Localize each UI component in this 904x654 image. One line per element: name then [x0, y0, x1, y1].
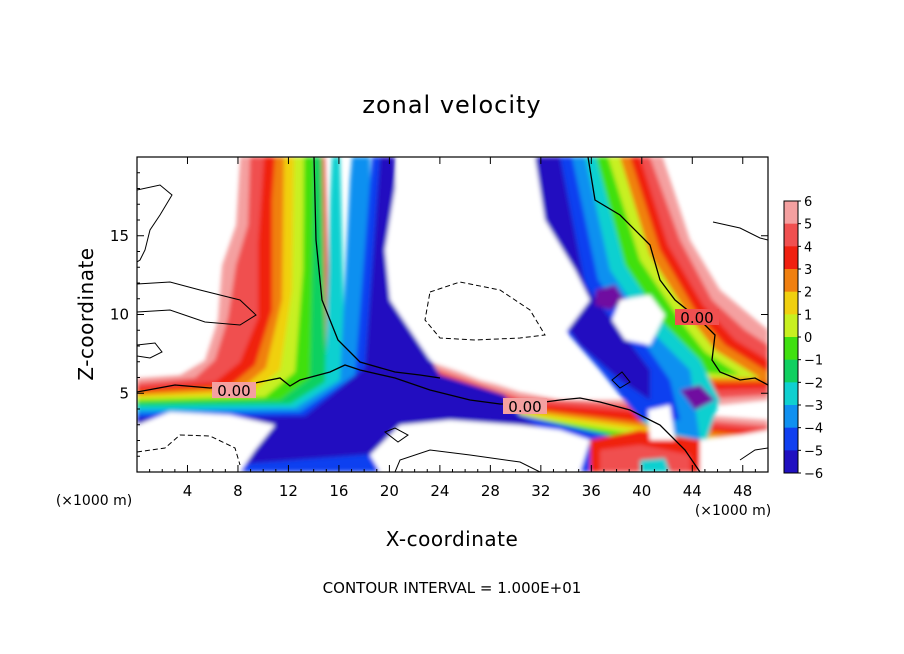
colorbar-label: −4: [804, 422, 823, 437]
contour-line: [611, 371, 631, 389]
negative-contour: [137, 434, 241, 466]
x-tick-label: 4: [183, 482, 193, 500]
contour-labels: 0.00 0.00 0.00: [212, 309, 719, 416]
field-blank: [700, 430, 768, 472]
contour-line: [383, 427, 409, 443]
field-blank: [663, 157, 768, 325]
contour-label-bg: [675, 309, 719, 325]
field-region: [640, 458, 670, 472]
colorbar-swatch: [784, 246, 798, 270]
colorbar-label: 6: [804, 195, 812, 210]
y-axis-ticks: 5 10 15: [110, 172, 768, 457]
contour-label: 0.00: [680, 309, 713, 327]
field-region: [595, 285, 625, 310]
y-tick-label: 15: [110, 227, 129, 245]
colorbar-label: 3: [804, 263, 812, 278]
field-blank: [137, 320, 205, 375]
colorbar-swatch: [784, 359, 798, 383]
x-axis-unit-left: (×1000 m): [56, 493, 132, 509]
chart-title: zonal velocity: [362, 91, 541, 119]
contour-line: [739, 447, 768, 461]
colorbar-label: −1: [804, 354, 823, 369]
x-tick-label: 8: [233, 482, 243, 500]
x-tick-label: 20: [380, 482, 399, 500]
colorbar-swatch: [784, 405, 798, 429]
x-axis-unit-right: (×1000 m): [695, 503, 771, 519]
field-blank: [137, 157, 238, 320]
colorbar-swatch: [784, 201, 798, 225]
contour-label-bg: [503, 398, 547, 414]
contour-line: [137, 281, 257, 326]
negative-contour: [424, 281, 546, 341]
x-tick-label: 36: [582, 482, 601, 500]
colorbar-swatch: [784, 314, 798, 338]
field-region: [535, 157, 650, 400]
field-region: [680, 385, 715, 410]
colorbar-swatch: [784, 291, 798, 315]
colorbar-label: 0: [804, 331, 812, 346]
field-blank: [385, 157, 590, 390]
zero-contour: [313, 157, 441, 379]
field-blank: [370, 420, 590, 472]
y-tick-label: 10: [110, 306, 129, 324]
x-tick-label: 32: [531, 482, 550, 500]
x-tick-label: 40: [632, 482, 651, 500]
x-tick-label: 12: [279, 482, 298, 500]
x-tick-label: 24: [430, 482, 449, 500]
contour-label: 0.00: [217, 382, 250, 400]
colorbar-swatch: [784, 223, 798, 247]
contour-label: 0.00: [508, 398, 541, 416]
contour-line: [137, 184, 173, 263]
y-tick-label: 5: [119, 384, 129, 402]
y-axis-label: Z-coordinate: [74, 247, 98, 380]
contour-line: [137, 342, 163, 359]
colorbar-swatch: [784, 337, 798, 361]
colorbar-label: 4: [804, 240, 812, 255]
zero-contour: [137, 364, 701, 472]
colorbar-label: 2: [804, 286, 812, 301]
x-tick-label: 48: [733, 482, 752, 500]
colorbar-label: −3: [804, 399, 823, 414]
colorbar-label: 5: [804, 218, 812, 233]
contour-interval-note: CONTOUR INTERVAL = 1.000E+01: [323, 579, 582, 597]
x-axis-label: X-coordinate: [386, 527, 519, 551]
colorbar-swatch: [784, 427, 798, 451]
field-region: [137, 157, 768, 472]
contour-line: [712, 221, 768, 241]
x-tick-label: 28: [481, 482, 500, 500]
colorbar-label: −2: [804, 376, 823, 391]
field-region: [137, 157, 560, 472]
x-axis-ticks: 4 8 12 16 20 24 28 32 36 40 44 48: [149, 157, 756, 500]
field-blank: [137, 412, 275, 472]
colorbar-swatch: [784, 450, 798, 474]
field-region: [570, 157, 740, 375]
colorbar-label: −5: [804, 444, 823, 459]
colorbar-swatch: [784, 269, 798, 293]
field-blank: [612, 295, 665, 345]
colorbar-label: −6: [804, 467, 823, 482]
contour-line: [394, 449, 541, 472]
colorbar-swatch: [784, 382, 798, 406]
field-blank: [648, 405, 675, 440]
contour-label-bg: [212, 382, 256, 398]
x-tick-label: 44: [683, 482, 702, 500]
colorbar-label: 1: [804, 308, 812, 323]
velocity-field: 0.00 0.00 0.00: [137, 157, 768, 472]
colorbar: 6 5 4 3 2 1 0 −1 −2 −3 −4 −5 −6: [783, 195, 823, 482]
plot-area: 0.00 0.00 0.00 4 8 12 16 20 24 28 32 36 40 44 48 51…: [110, 156, 769, 500]
x-tick-label: 16: [329, 482, 348, 500]
